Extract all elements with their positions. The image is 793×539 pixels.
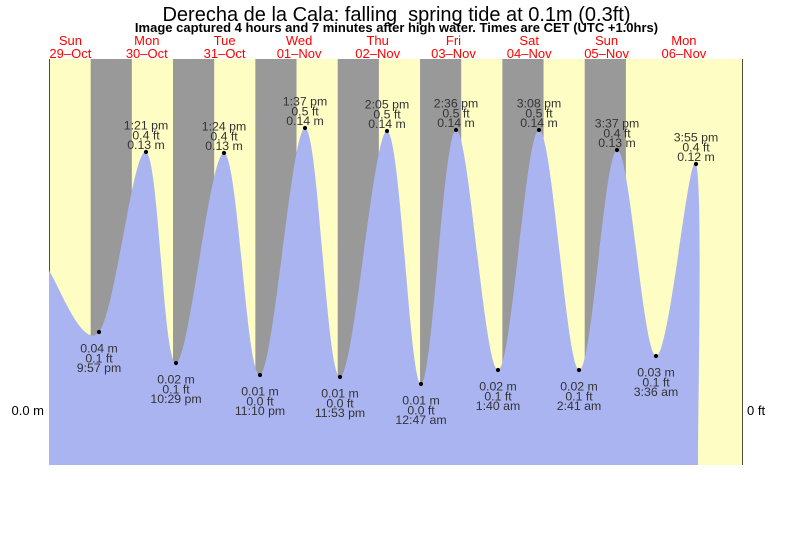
svg-text:10:29 pm: 10:29 pm — [150, 392, 201, 406]
svg-text:0.13 m: 0.13 m — [205, 139, 243, 153]
svg-text:0.13 m: 0.13 m — [598, 136, 636, 150]
svg-text:11:53 pm: 11:53 pm — [315, 406, 365, 420]
svg-text:0.14 m: 0.14 m — [286, 114, 324, 128]
svg-text:12:47 am: 12:47 am — [395, 413, 446, 427]
svg-text:2:41 am: 2:41 am — [557, 399, 601, 413]
svg-text:0.14 m: 0.14 m — [368, 117, 406, 131]
svg-text:9:57 pm: 9:57 pm — [77, 361, 121, 375]
svg-text:0.13 m: 0.13 m — [127, 138, 165, 152]
svg-text:11:10 pm: 11:10 pm — [235, 404, 285, 418]
svg-text:3:36 am: 3:36 am — [634, 385, 678, 399]
svg-text:0.14 m: 0.14 m — [520, 116, 558, 130]
svg-text:0.14 m: 0.14 m — [437, 116, 475, 130]
svg-text:1:40 am: 1:40 am — [476, 399, 520, 413]
svg-text:0.12 m: 0.12 m — [677, 150, 715, 164]
